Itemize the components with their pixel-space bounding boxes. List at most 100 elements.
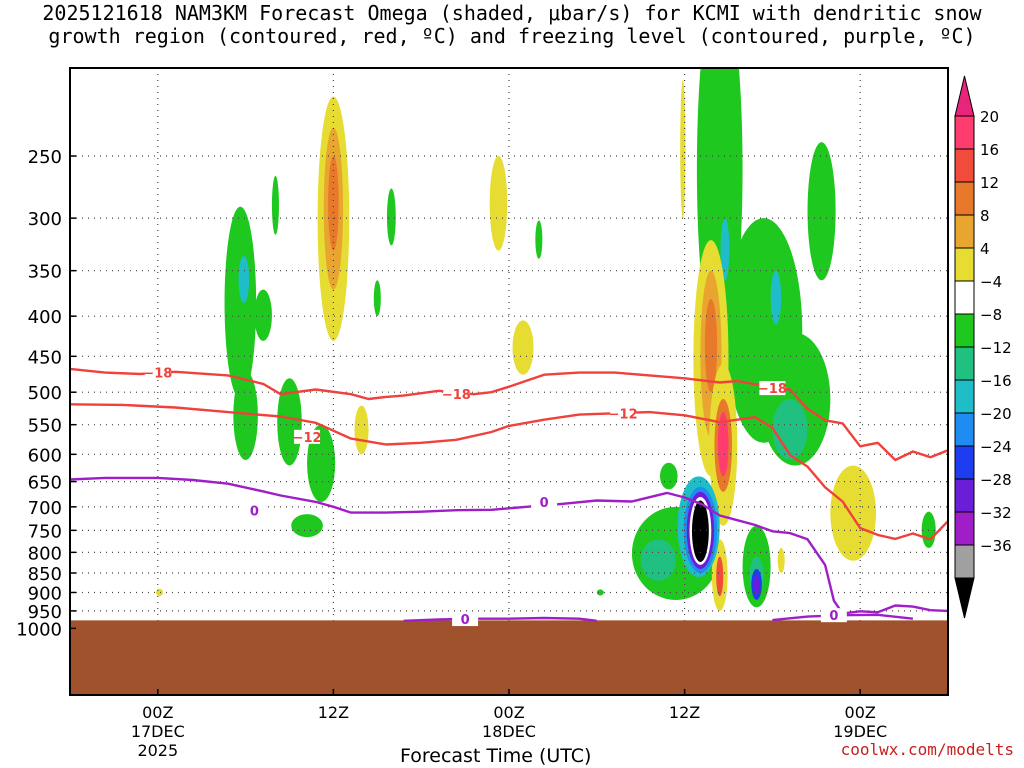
colorbar-label: 16 <box>980 141 999 159</box>
omega-blob <box>596 589 604 596</box>
colorbar: 20 16 12 8 4 −4 −8 −12 −16 −20 −24 −28 −32 −36 <box>954 75 1012 619</box>
omega-blob <box>307 424 336 502</box>
omega-blob <box>238 255 250 304</box>
omega-blob <box>233 371 258 460</box>
colorbar-label: 4 <box>980 240 990 258</box>
time-tick-label: 17DEC <box>131 722 185 741</box>
dendritic-contour-0-label-bg <box>759 381 786 396</box>
omega-blob <box>535 220 543 259</box>
grid-lines <box>70 68 948 695</box>
pressure-tick-label: 450 <box>28 347 62 368</box>
omega-blob <box>680 80 686 219</box>
omega-blob <box>354 405 369 455</box>
pressure-tick-label: 250 <box>28 147 62 168</box>
dendritic-contour-1 <box>70 403 948 541</box>
omega-blob <box>512 320 534 375</box>
colorbar-bottom-arrow <box>954 577 975 619</box>
omega-blob <box>291 514 323 538</box>
pressure-tick-label: 950 <box>28 602 62 623</box>
omega-blob <box>753 575 760 595</box>
colorbar-segment <box>954 511 975 546</box>
time-tick-label: 00Z <box>142 703 173 722</box>
colorbar-segment <box>954 445 975 480</box>
colorbar-segment <box>954 115 975 150</box>
pressure-tick-label: 900 <box>28 583 62 604</box>
pressure-tick-label: 600 <box>28 445 62 466</box>
omega-blob <box>720 218 730 281</box>
time-tick-label: 00Z <box>493 703 524 722</box>
pressure-tick-label: 400 <box>28 307 62 328</box>
omega-blob <box>660 462 678 490</box>
omega-blob <box>386 188 396 246</box>
ground-surface <box>70 620 948 695</box>
pressure-tick-label: 500 <box>28 383 62 404</box>
omega-blob <box>156 588 164 597</box>
colorbar-top-arrow <box>954 75 975 117</box>
colorbar-segment <box>954 214 975 249</box>
omega-blob <box>373 280 381 317</box>
x-axis-title: Forecast Time (UTC) <box>400 745 592 767</box>
colorbar-label: −36 <box>980 537 1012 555</box>
colorbar-label: −28 <box>980 471 1012 489</box>
pressure-tick-label: 1000 <box>16 619 62 640</box>
time-tick-label: 18DEC <box>482 722 536 741</box>
freezing-contour-0-label: 0 <box>540 496 549 511</box>
dendritic-contour-0-label-bg <box>443 387 470 402</box>
colorbar-label: 8 <box>980 207 990 225</box>
omega-blob <box>254 289 272 341</box>
freezing-contour-1-label-bg <box>452 612 479 627</box>
colorbar-segment <box>954 247 975 282</box>
time-tick-label: 00Z <box>845 703 876 722</box>
colorbar-segment <box>954 313 975 348</box>
colorbar-label: −12 <box>980 339 1012 357</box>
colorbar-segment <box>954 148 975 183</box>
colorbar-label: −20 <box>980 405 1012 423</box>
dendritic-contour-1-label: −12 <box>609 407 638 422</box>
contours: −18 −18 −18 −12 −12 0 0 0 0 <box>70 365 948 628</box>
credit-text: coolwx.com/modelts <box>840 740 1014 759</box>
dendritic-contour-0-label-bg <box>144 365 171 380</box>
colorbar-segment <box>954 346 975 381</box>
chart-title-line-1: 2025121618 NAM3KM Forecast Omega (shaded… <box>42 1 982 25</box>
time-tick-label: 12Z <box>318 703 349 722</box>
freezing-contour-1 <box>403 616 597 622</box>
colorbar-segment <box>954 379 975 414</box>
pressure-tick-label: 850 <box>28 564 62 585</box>
time-tick-label: 2025 <box>137 741 178 760</box>
pressure-tick-label: 700 <box>28 498 62 519</box>
pressure-tick-label: 750 <box>28 521 62 542</box>
surface-band <box>70 620 948 695</box>
omega-blob <box>271 175 279 235</box>
dendritic-contour-0-label: −18 <box>758 382 787 397</box>
freezing-contour-0-label-bg <box>531 494 558 509</box>
omega-blob <box>772 398 808 460</box>
freezing-contour-0-label-bg <box>241 503 268 518</box>
pressure-tick-label: 300 <box>28 209 62 230</box>
dendritic-contour-0 <box>70 367 948 462</box>
freezing-contour-2-label: 0 <box>829 609 838 624</box>
dendritic-contour-0-label: −18 <box>143 367 172 382</box>
time-tick-label: 19DEC <box>833 722 887 741</box>
colorbar-label: −4 <box>980 273 1002 291</box>
colorbar-label: 12 <box>980 174 999 192</box>
omega-blob <box>328 156 339 251</box>
colorbar-label: −16 <box>980 372 1012 390</box>
freezing-contour-2-label-bg <box>820 608 847 623</box>
dendritic-contour-0-label: −18 <box>442 388 471 403</box>
omega-shading <box>156 68 936 611</box>
omega-blob <box>807 142 836 281</box>
time-tick-label: 12Z <box>669 703 700 722</box>
omega-blob <box>489 156 508 251</box>
pressure-tick-label: 800 <box>28 543 62 564</box>
freezing-contour-0-label: 0 <box>250 505 259 520</box>
colorbar-segment <box>954 478 975 513</box>
pressure-axis: 2503003504004505005506006507007508008509… <box>16 147 76 640</box>
omega-blob <box>777 548 785 574</box>
dendritic-contour-1-label: −12 <box>293 431 322 446</box>
colorbar-label: −24 <box>980 438 1012 456</box>
pressure-tick-label: 650 <box>28 473 62 494</box>
colorbar-label: 20 <box>980 108 999 126</box>
freezing-contour-1-label: 0 <box>461 613 470 628</box>
